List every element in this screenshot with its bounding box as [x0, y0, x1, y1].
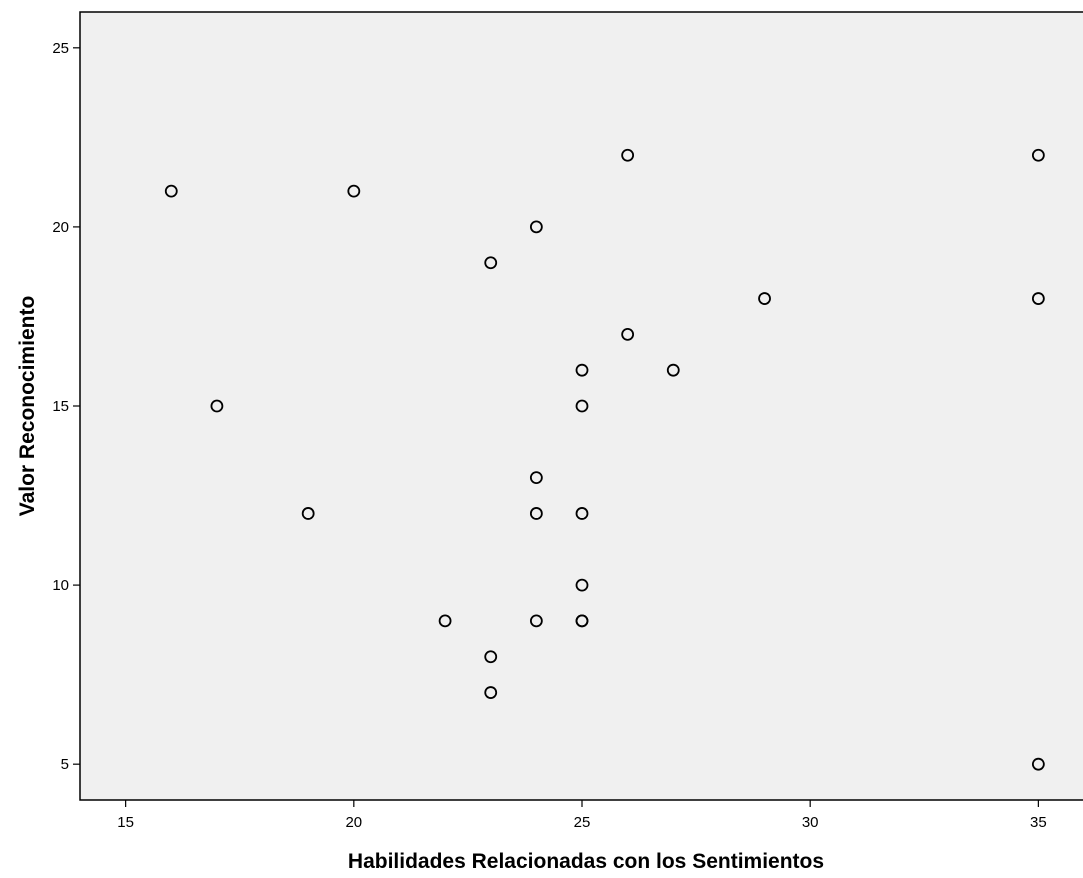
- scatter-point: [484, 650, 498, 664]
- y-tick-label: 20: [52, 219, 69, 236]
- scatter-point: [758, 292, 771, 305]
- x-tick-label: 35: [1030, 814, 1047, 831]
- y-axis: 5 10 15 20 25: [52, 40, 80, 773]
- scatter-point: [484, 686, 498, 699]
- x-tick-label: 25: [574, 814, 591, 831]
- scatter-point: [575, 507, 589, 520]
- scatter-point: [347, 184, 361, 198]
- scatter-point: [1031, 757, 1045, 771]
- scatter-point: [529, 220, 543, 234]
- scatter-point: [529, 614, 543, 628]
- data-points: [164, 148, 1045, 771]
- y-tick-label: 15: [52, 398, 69, 415]
- x-tick-label: 15: [117, 814, 134, 831]
- x-tick-label: 20: [345, 814, 362, 831]
- x-axis-title: Habilidades Relacionadas con los Sentimi…: [348, 850, 824, 873]
- scatter-point: [575, 399, 589, 413]
- scatter-point: [529, 471, 543, 485]
- scatter-point: [575, 614, 589, 628]
- x-tick-label: 30: [802, 814, 819, 831]
- scatter-point: [301, 507, 315, 520]
- y-axis-title: Valor Reconocimiento: [16, 296, 39, 517]
- scatter-point: [210, 399, 224, 413]
- scatter-point: [1031, 292, 1045, 305]
- scatter-point: [438, 614, 452, 628]
- y-tick-label: 5: [61, 756, 69, 773]
- scatter-point: [575, 363, 589, 377]
- scatter-point: [621, 148, 635, 162]
- scatter-point: [164, 184, 178, 198]
- scatter-point: [1031, 148, 1045, 162]
- scatter-point: [529, 507, 543, 520]
- scatter-point: [666, 363, 680, 377]
- y-tick-label: 25: [52, 40, 69, 57]
- scatter-point: [484, 256, 498, 270]
- scatter-point: [575, 578, 589, 592]
- y-tick-label: 10: [52, 577, 69, 594]
- scatter-point: [621, 327, 635, 341]
- plot-area: [79, 11, 1083, 801]
- x-axis: 15 20 25 30 35: [117, 800, 1047, 831]
